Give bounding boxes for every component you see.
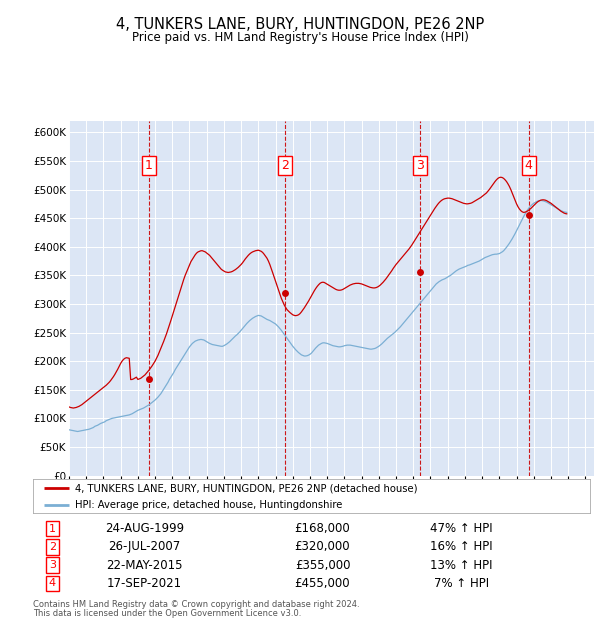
Text: £320,000: £320,000 — [295, 540, 350, 553]
Text: 16% ↑ HPI: 16% ↑ HPI — [430, 540, 493, 553]
Text: £455,000: £455,000 — [295, 577, 350, 590]
Text: 22-MAY-2015: 22-MAY-2015 — [106, 559, 182, 572]
Text: 2: 2 — [49, 542, 56, 552]
Text: 24-AUG-1999: 24-AUG-1999 — [105, 522, 184, 535]
Text: 1: 1 — [145, 159, 152, 172]
Text: 2: 2 — [281, 159, 289, 172]
Text: 1: 1 — [49, 523, 56, 534]
Text: 47% ↑ HPI: 47% ↑ HPI — [430, 522, 493, 535]
Text: 13% ↑ HPI: 13% ↑ HPI — [430, 559, 493, 572]
Text: 4: 4 — [525, 159, 533, 172]
Text: Price paid vs. HM Land Registry's House Price Index (HPI): Price paid vs. HM Land Registry's House … — [131, 31, 469, 44]
Text: HPI: Average price, detached house, Huntingdonshire: HPI: Average price, detached house, Hunt… — [75, 500, 342, 510]
Text: 7% ↑ HPI: 7% ↑ HPI — [434, 577, 489, 590]
Text: 4: 4 — [49, 578, 56, 588]
Text: 4, TUNKERS LANE, BURY, HUNTINGDON, PE26 2NP: 4, TUNKERS LANE, BURY, HUNTINGDON, PE26 … — [116, 17, 484, 32]
Text: Contains HM Land Registry data © Crown copyright and database right 2024.: Contains HM Land Registry data © Crown c… — [33, 600, 359, 609]
Text: 3: 3 — [49, 560, 56, 570]
Text: 3: 3 — [416, 159, 424, 172]
Text: £168,000: £168,000 — [295, 522, 350, 535]
Text: 4, TUNKERS LANE, BURY, HUNTINGDON, PE26 2NP (detached house): 4, TUNKERS LANE, BURY, HUNTINGDON, PE26 … — [75, 484, 417, 494]
Text: 26-JUL-2007: 26-JUL-2007 — [108, 540, 181, 553]
Text: This data is licensed under the Open Government Licence v3.0.: This data is licensed under the Open Gov… — [33, 609, 301, 618]
Text: £355,000: £355,000 — [295, 559, 350, 572]
Text: 17-SEP-2021: 17-SEP-2021 — [107, 577, 182, 590]
